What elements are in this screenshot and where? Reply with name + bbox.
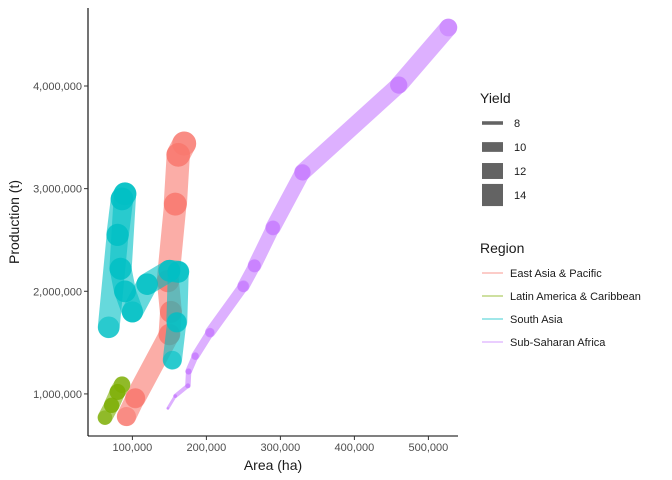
series-segment — [166, 394, 177, 410]
axes: 100,000 200,000 300,000 400,000 500,000 1,000… — [33, 8, 458, 454]
series-2 — [97, 376, 131, 425]
y-tick-label: 3,000,000 — [33, 184, 82, 196]
size-legend-label: 14 — [514, 190, 526, 202]
data-point — [121, 301, 143, 323]
series-3 — [97, 182, 190, 370]
x-tick-label: 500,000 — [409, 442, 449, 454]
data-point — [113, 182, 137, 206]
x-tick-label: 200,000 — [187, 442, 227, 454]
data-point — [185, 383, 191, 389]
size-legend-label: 12 — [514, 166, 526, 178]
y-axis-title: Production (t) — [6, 180, 22, 264]
data-point — [248, 259, 261, 273]
data-point — [136, 273, 158, 295]
data-point — [163, 192, 187, 216]
size-legend-key — [482, 121, 503, 125]
y-tick-label: 4,000,000 — [33, 81, 82, 93]
data-point — [439, 18, 458, 37]
data-point — [116, 406, 137, 427]
data-point — [172, 131, 197, 156]
series-segment — [265, 164, 311, 236]
y-tick-label: 1,000,000 — [33, 389, 82, 401]
size-legend-key — [482, 183, 503, 207]
data-point — [205, 327, 215, 337]
data-point — [104, 397, 120, 413]
x-tick-label: 400,000 — [335, 442, 375, 454]
series-segment — [173, 383, 190, 399]
series-4 — [166, 18, 458, 410]
color-legend-label: Latin America & Caribbean — [510, 291, 641, 303]
color-legend-label: South Asia — [510, 314, 563, 326]
data-point — [237, 280, 250, 292]
data-point — [294, 164, 311, 181]
size-legend-title: Yield — [480, 90, 511, 106]
data-point — [106, 223, 129, 246]
data-point — [166, 312, 187, 333]
x-tick-label: 100,000 — [113, 442, 153, 454]
series-segment — [125, 324, 180, 409]
data-point — [125, 388, 146, 408]
color-legend-label: East Asia & Pacific — [510, 268, 602, 280]
data-point — [114, 280, 136, 303]
size-legend-label: 10 — [514, 142, 526, 154]
size-legend-key — [482, 163, 503, 179]
y-tick-label: 2,000,000 — [33, 286, 82, 298]
plot-area — [97, 18, 458, 427]
legend: Yield Region 8 10 12 14 East Asia & Pacific L… — [480, 90, 641, 349]
data-point — [163, 350, 182, 370]
data-point — [185, 368, 192, 375]
size-legend-key — [482, 142, 503, 152]
size-legend-label: 8 — [514, 118, 520, 130]
data-point — [97, 410, 113, 425]
x-axis-title: Area (ha) — [244, 457, 302, 473]
series-segment — [204, 280, 249, 338]
data-point — [390, 76, 408, 94]
x-tick-label: 300,000 — [261, 442, 301, 454]
data-point — [113, 376, 131, 393]
data-point — [265, 220, 281, 235]
data-point — [97, 316, 120, 338]
color-legend-title: Region — [480, 240, 524, 256]
data-point — [166, 407, 170, 410]
color-legend-label: Sub-Saharan Africa — [510, 337, 606, 349]
series-segment — [390, 18, 458, 94]
series-segment — [294, 76, 408, 181]
data-point — [173, 394, 178, 398]
data-point — [109, 257, 132, 280]
data-point — [191, 352, 199, 360]
data-point — [167, 260, 190, 283]
